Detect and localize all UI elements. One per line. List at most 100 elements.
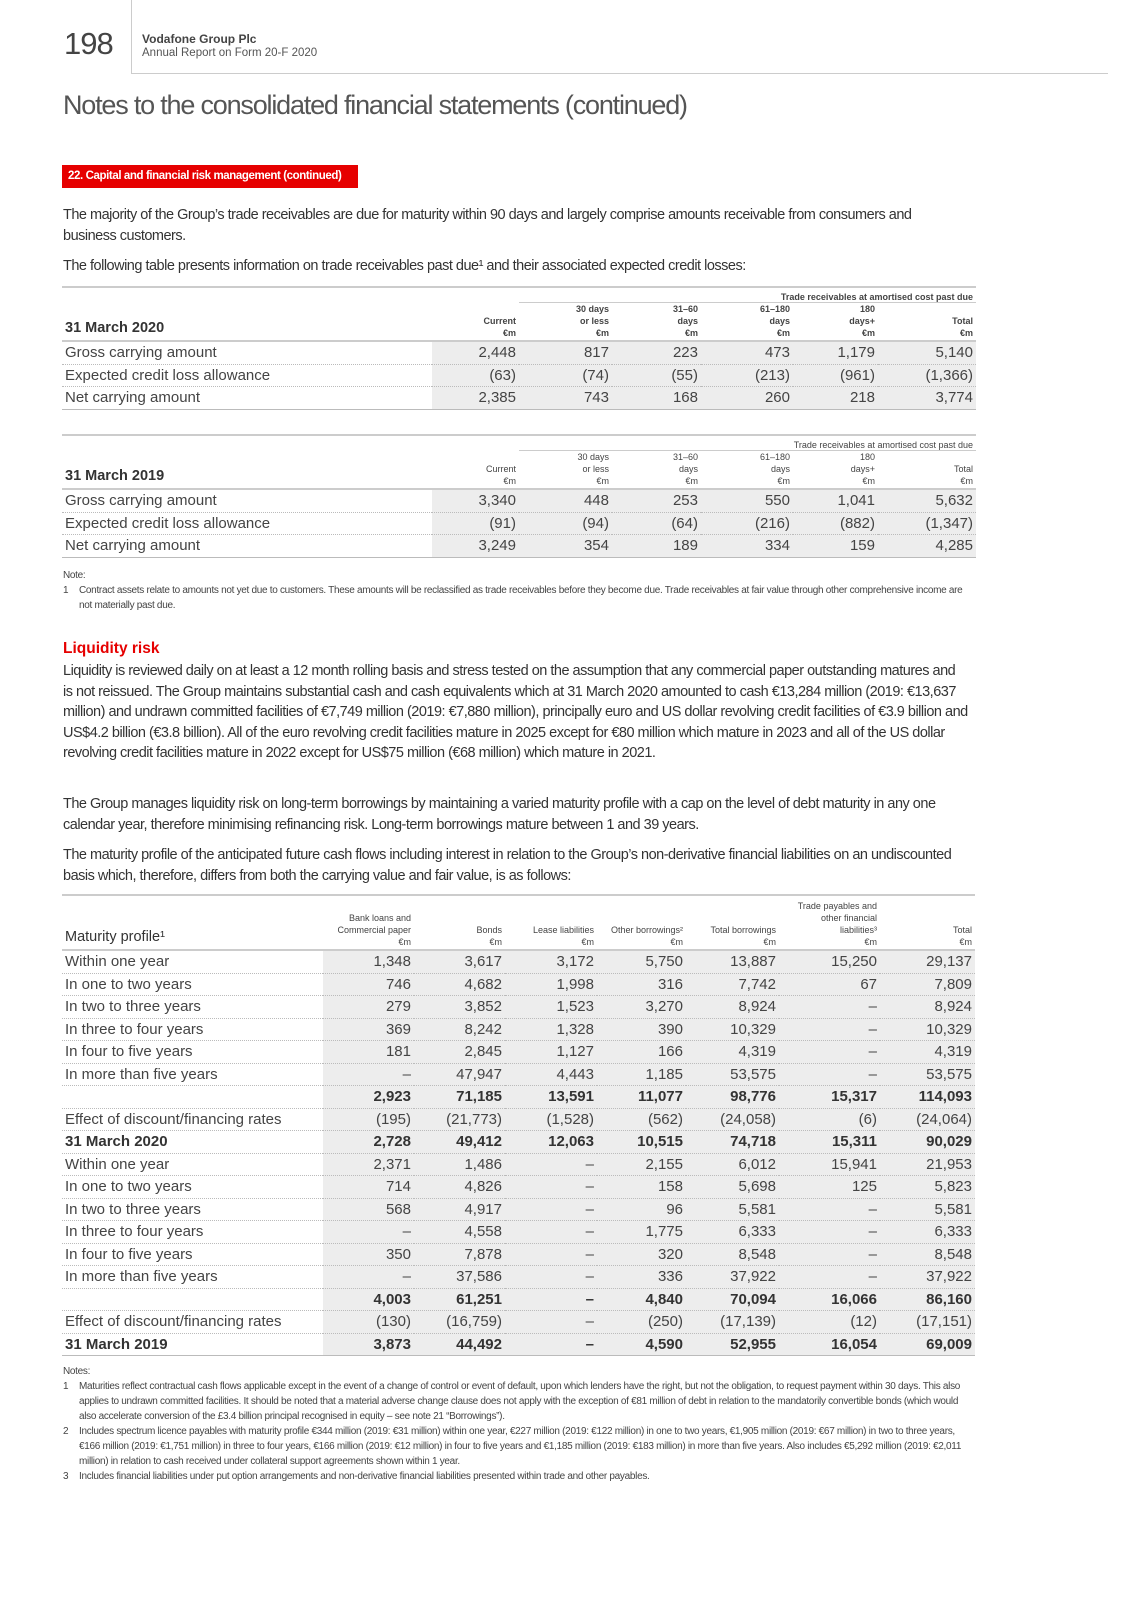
- cell-value: 350: [323, 1242, 414, 1266]
- cell-value: –: [505, 1287, 597, 1311]
- column-header-line: €m: [398, 937, 411, 947]
- row-label: In four to five years: [62, 1242, 323, 1266]
- table-row: Expected credit loss allowance (63) (74) (5…: [62, 363, 976, 387]
- cell-value: 90,029: [880, 1130, 975, 1153]
- cell-value: –: [505, 1265, 597, 1288]
- cell-value: 69,009: [880, 1332, 975, 1356]
- table-top-rule: [62, 286, 976, 292]
- cell-value: 3,172: [505, 949, 597, 973]
- cell-value: 158: [597, 1175, 686, 1198]
- cell-value: (216): [701, 511, 793, 535]
- cell-value: 1,041: [793, 488, 878, 512]
- cell-value: 550: [701, 488, 793, 512]
- cell-value: 336: [597, 1265, 686, 1288]
- group-header: Trade receivables at amortised cost past…: [519, 292, 976, 303]
- row-label: In three to four years: [62, 1220, 323, 1243]
- cell-value: 52,955: [686, 1332, 779, 1356]
- liquidity-paragraph: The Group manages liquidity risk on long…: [63, 796, 936, 833]
- subtotal-row: 4,003 61,251–4,840 70,094 16,066 86,160: [62, 1287, 975, 1311]
- cell-value: 260: [701, 386, 793, 410]
- notes-heading: Notes:: [63, 1366, 91, 1377]
- note-number: 1: [63, 585, 69, 596]
- column-header-row: 31 March 2020 Current €m 30 days or less €m 31…: [62, 303, 976, 342]
- column-header-line: 180: [859, 452, 875, 462]
- cell-value: 4,840: [597, 1287, 686, 1311]
- report-name: Annual Report on Form 20-F 2020: [142, 47, 318, 59]
- column-header-line: Total: [952, 316, 973, 326]
- cell-value: 4,558: [414, 1220, 505, 1243]
- column-header: Lease liabilities €m: [505, 900, 597, 950]
- column-header-line: €m: [489, 937, 502, 947]
- column-header-line: days+: [849, 316, 875, 326]
- table-row: 31 March 2019 3,873 44,492–4,590 52,955 16,0…: [62, 1332, 975, 1356]
- column-header-line: Total borrowings: [710, 925, 776, 935]
- cell-value: 714: [323, 1175, 414, 1198]
- cell-value: (94): [519, 511, 612, 535]
- note-text: Includes financial liabilities under put…: [79, 1471, 650, 1482]
- column-header: Current €m: [432, 451, 519, 490]
- cell-value: 5,581: [880, 1197, 975, 1221]
- cell-value: 8,548: [686, 1242, 779, 1266]
- group-header: Trade receivables at amortised cost past…: [519, 440, 976, 451]
- cell-value: 5,581: [686, 1197, 779, 1221]
- cell-value: 817: [519, 340, 612, 364]
- column-header-line: 30 days: [577, 452, 609, 462]
- row-label: 31 March 2020: [62, 1130, 323, 1153]
- cell-value: 218: [793, 386, 878, 410]
- cell-value: 2,448: [432, 340, 519, 364]
- cell-value: (64): [612, 511, 701, 535]
- cell-value: –: [505, 1310, 597, 1333]
- column-header-line: Commercial paper: [337, 925, 411, 935]
- note-text: Maturities reflect contractual cash flow…: [79, 1381, 961, 1422]
- cell-value: 12,063: [505, 1130, 597, 1153]
- note-item: 3 Includes financial liabilities under pu…: [63, 1469, 973, 1484]
- column-header: 31–60 days €m: [612, 451, 701, 490]
- cell-value: 3,617: [414, 949, 505, 973]
- cell-value: (55): [612, 363, 701, 387]
- cell-value: 4,590: [597, 1332, 686, 1356]
- cell-value: –: [779, 1017, 880, 1041]
- cell-value: 3,340: [432, 488, 519, 512]
- subtotal-row: 2,923 71,185 13,591 11,077 98,776 15,317 114,0…: [62, 1085, 975, 1108]
- page-number: 198: [64, 26, 114, 61]
- cell-value: 1,328: [505, 1017, 597, 1041]
- column-header: 180 days+ €m: [793, 451, 878, 490]
- cell-value: 49,412: [414, 1130, 505, 1153]
- cell-value: 11,077: [597, 1085, 686, 1108]
- cell-value: 2,371: [323, 1152, 414, 1176]
- cell-value: 86,160: [880, 1287, 975, 1311]
- cell-value: 7,809: [880, 972, 975, 996]
- cell-value: 37,922: [880, 1265, 975, 1288]
- column-header-line: days: [769, 316, 790, 326]
- cell-value: –: [779, 1265, 880, 1288]
- cell-value: 13,591: [505, 1085, 597, 1108]
- cell-value: 47,947: [414, 1062, 505, 1086]
- maturity-profile-table: Maturity profile¹ Bank loans and Commercia…: [62, 894, 975, 1356]
- cell-value: 10,515: [597, 1130, 686, 1153]
- row-label: In one to two years: [62, 972, 323, 996]
- cell-value: (17,151): [880, 1310, 975, 1333]
- table-row: Expected credit loss allowance (91) (94) (6…: [62, 511, 976, 535]
- column-header-line: Bank loans and: [348, 913, 411, 923]
- table-top-rule: [62, 894, 975, 900]
- cell-value: (961): [793, 363, 878, 387]
- column-header: 31–60 days €m: [612, 303, 701, 342]
- intro-paragraph: The majority of the Group’s trade receiv…: [63, 207, 912, 244]
- row-label: In three to four years: [62, 1017, 323, 1041]
- cell-value: 37,922: [686, 1265, 779, 1288]
- cell-value: 6,333: [880, 1220, 975, 1243]
- column-header-line: €m: [959, 328, 973, 338]
- cell-value: (6): [779, 1107, 880, 1131]
- cell-value: –: [779, 1040, 880, 1063]
- row-label: Net carrying amount: [62, 534, 432, 558]
- row-label: Within one year: [62, 1152, 323, 1176]
- cell-value: 166: [597, 1040, 686, 1063]
- cell-value: (562): [597, 1107, 686, 1131]
- cell-value: 473: [701, 340, 793, 364]
- column-header: Total €m: [880, 900, 975, 950]
- cell-value: 4,682: [414, 972, 505, 996]
- cell-value: (16,759): [414, 1310, 505, 1333]
- cell-value: 6,333: [686, 1220, 779, 1243]
- cell-value: 5,698: [686, 1175, 779, 1198]
- column-header-line: €m: [581, 937, 594, 947]
